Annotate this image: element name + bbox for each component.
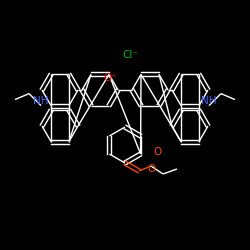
Text: O⁺: O⁺ bbox=[103, 73, 117, 83]
Text: NH: NH bbox=[33, 96, 49, 106]
Text: Cl⁻: Cl⁻ bbox=[122, 50, 138, 60]
Text: NH: NH bbox=[201, 96, 217, 106]
Text: O: O bbox=[148, 164, 156, 174]
Text: O: O bbox=[154, 147, 162, 157]
